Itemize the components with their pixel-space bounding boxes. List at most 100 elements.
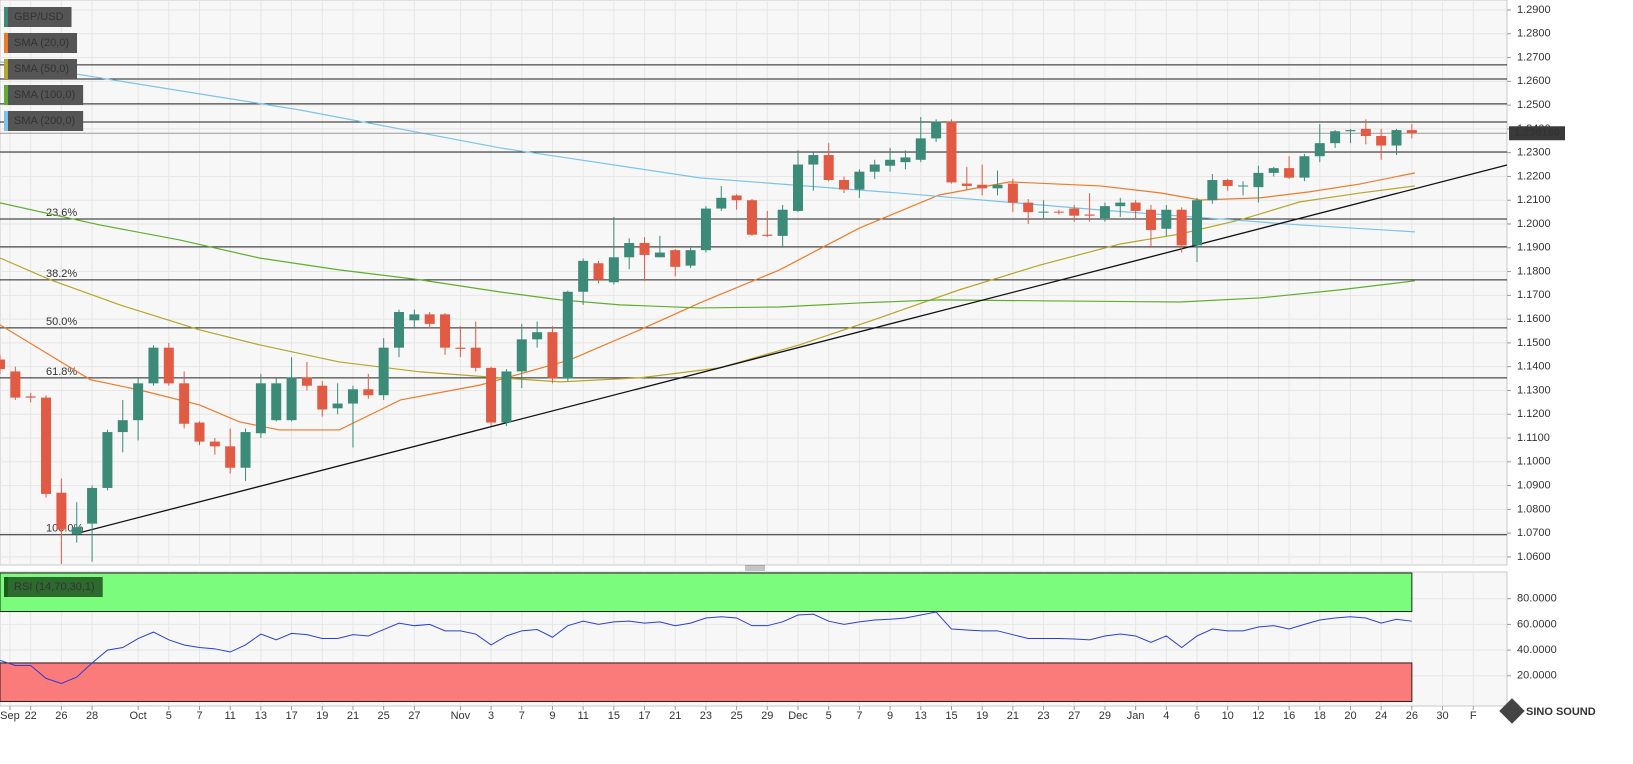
candle-body — [731, 195, 742, 201]
x-tick-label: F — [1470, 710, 1477, 722]
y-tick-label: 1.2500 — [1517, 99, 1551, 111]
legend-box — [4, 577, 103, 597]
x-tick-label: 15 — [608, 710, 620, 722]
candle-body — [1376, 136, 1387, 146]
x-tick-label: 9 — [887, 710, 893, 722]
x-tick-label: 11 — [577, 710, 588, 722]
candle-body — [900, 157, 911, 163]
x-tick-label: 4 — [1163, 710, 1169, 722]
candle-body — [394, 311, 405, 348]
legend-box — [4, 59, 78, 79]
x-tick-label: 25 — [378, 710, 390, 722]
y-tick-label: 1.1800 — [1517, 265, 1551, 277]
legend-swatch — [4, 111, 8, 131]
candle-body — [1038, 211, 1049, 213]
candle-body — [117, 420, 128, 433]
candle-body — [56, 492, 67, 530]
legend-item: RSI (14,70,30,1) — [4, 577, 103, 597]
rsi-oversold-zone — [0, 662, 1413, 703]
candle-body — [1238, 185, 1249, 187]
candle-body — [179, 383, 190, 424]
rsi-overbought-zone — [0, 572, 1413, 613]
rsi-tick-label: 40.0000 — [1517, 644, 1557, 656]
x-tick-label: 6 — [1194, 710, 1200, 722]
candle-body — [516, 339, 527, 372]
candle-body — [793, 164, 804, 211]
last-price-tag — [1509, 126, 1565, 141]
legend-swatch — [4, 85, 8, 105]
candle-body — [102, 432, 113, 488]
candle-body — [1253, 172, 1264, 188]
candle-body — [71, 527, 82, 535]
price-panel — [0, 0, 1508, 566]
candle-body — [1330, 131, 1341, 144]
rsi-tick-label: 20.0000 — [1517, 670, 1557, 682]
y-tick-label: 1.1300 — [1517, 384, 1551, 396]
x-tick-label: 26 — [1406, 710, 1418, 722]
x-tick-label: 12 — [1252, 710, 1264, 722]
candle-body — [1314, 143, 1325, 157]
y-tick-label: 1.1700 — [1517, 289, 1551, 301]
x-tick-label: 18 — [1314, 710, 1326, 722]
legend-label: SMA (20,0) — [14, 37, 69, 49]
y-tick-label: 1.2700 — [1517, 51, 1551, 63]
candle-body — [777, 209, 788, 236]
y-tick-label: 1.1600 — [1517, 313, 1551, 325]
x-tick-label: 10 — [1222, 710, 1234, 722]
y-tick-label: 1.1000 — [1517, 456, 1551, 468]
x-tick-label: Nov — [451, 710, 471, 722]
candle-body — [624, 243, 635, 258]
candle-body — [163, 347, 174, 384]
y-tick-label: 1.0800 — [1517, 503, 1551, 515]
candle-body — [1268, 168, 1279, 173]
candle-body — [547, 332, 558, 379]
x-tick-label: 19 — [316, 710, 328, 722]
candle-body — [685, 250, 696, 266]
sma-line — [0, 202, 1415, 309]
x-tick-label: Jan — [1127, 710, 1145, 722]
y-tick-label: 1.2600 — [1517, 75, 1551, 87]
legend-label: SMA (200,0) — [14, 115, 75, 127]
rsi-tick-label: 60.0000 — [1517, 618, 1557, 630]
rsi-tick-label: 80.0000 — [1517, 593, 1557, 605]
candle-body — [992, 184, 1003, 189]
candle-body — [1130, 202, 1141, 211]
y-tick-label: 1.1100 — [1517, 432, 1550, 444]
y-tick-label: 1.1200 — [1517, 408, 1551, 420]
x-tick-label: 16 — [1283, 710, 1295, 722]
candle-body — [286, 377, 297, 421]
x-tick-label: 17 — [638, 710, 650, 722]
fib-label: 38.2% — [46, 268, 77, 280]
candle-body — [41, 397, 52, 494]
x-tick-label: 9 — [549, 710, 555, 722]
candle-body — [271, 383, 282, 421]
x-tick-label: 23 — [1037, 710, 1049, 722]
candle-body — [501, 371, 512, 423]
x-tick-label: 29 — [1099, 710, 1111, 722]
candle-body — [133, 383, 144, 421]
candle-body — [1099, 206, 1110, 219]
candle-body — [440, 314, 451, 348]
x-tick-label: 5 — [826, 710, 832, 722]
candle-body — [915, 138, 926, 160]
y-tick-label: 1.0700 — [1517, 527, 1551, 539]
candle-body — [961, 183, 972, 186]
candle-body — [1345, 130, 1356, 132]
candle-body — [608, 257, 619, 283]
x-tick-label: 13 — [915, 710, 927, 722]
y-tick-label: 1.2100 — [1517, 194, 1551, 206]
x-tick-label: 21 — [347, 710, 359, 722]
candle-body — [455, 347, 466, 349]
trendline — [75, 164, 1508, 535]
y-tick-label: 1.2000 — [1517, 218, 1551, 230]
x-tick-label: 27 — [408, 710, 420, 722]
candle-body — [424, 314, 435, 324]
legend-item: SMA (100,0) — [4, 85, 84, 105]
candle-body — [854, 171, 865, 190]
x-tick-label: 30 — [1436, 710, 1448, 722]
y-tick-label: 1.2200 — [1517, 170, 1551, 182]
candle-body — [562, 291, 573, 379]
candle-body — [1406, 130, 1417, 134]
legend-label: SMA (100,0) — [14, 89, 75, 101]
candle-body — [1360, 128, 1371, 137]
